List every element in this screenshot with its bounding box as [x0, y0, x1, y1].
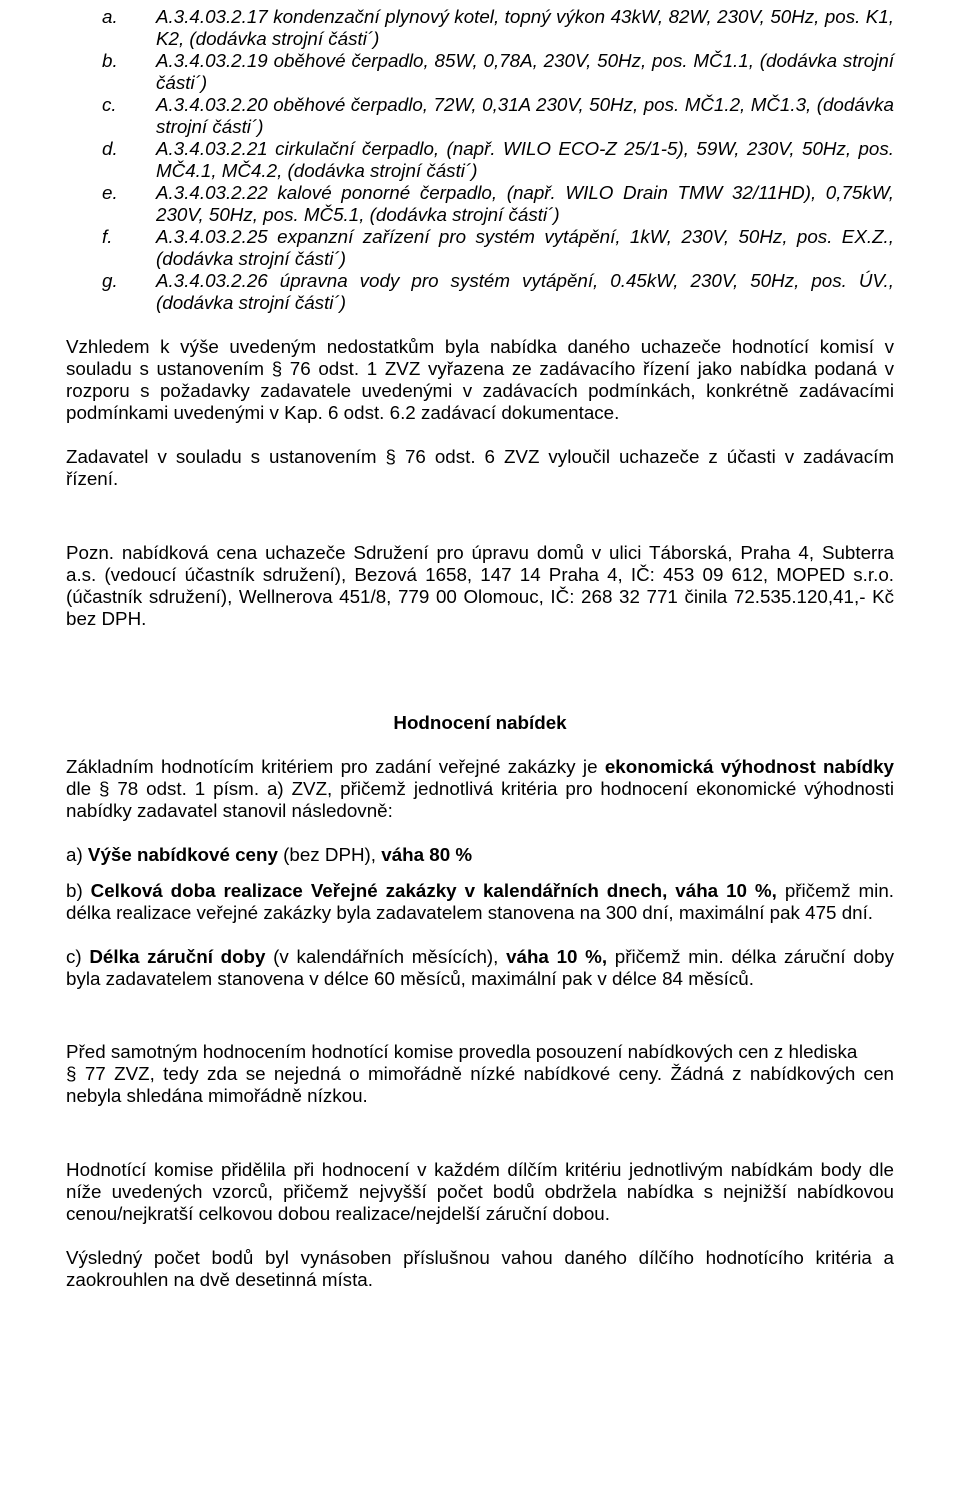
list-text: A.3.4.03.2.25 expanzní zařízení pro syst…: [156, 226, 894, 270]
bold-text: váha 10 %,: [506, 946, 615, 967]
item-list: a. A.3.4.03.2.17 kondenzační plynový kot…: [66, 6, 894, 314]
criterion-b: b) Celková doba realizace Veřejné zakázk…: [66, 880, 894, 924]
document-body: a. A.3.4.03.2.17 kondenzační plynový kot…: [66, 6, 894, 1291]
bold-text: váha 80 %: [381, 844, 472, 865]
bold-text: Délka záruční doby: [89, 946, 273, 967]
section-heading: Hodnocení nabídek: [66, 712, 894, 734]
text: (bez DPH),: [283, 844, 381, 865]
paragraph: Před samotným hodnocením hodnotící komis…: [66, 1041, 894, 1063]
list-text: A.3.4.03.2.26 úpravna vody pro systém vy…: [156, 270, 894, 314]
criterion-c: c) Délka záruční doby (v kalendářních mě…: [66, 946, 894, 990]
list-text: A.3.4.03.2.21 cirkulační čerpadlo, (např…: [156, 138, 894, 182]
list-item: g. A.3.4.03.2.26 úpravna vody pro systém…: [66, 270, 894, 314]
list-letter: a.: [66, 6, 156, 50]
list-item: c. A.3.4.03.2.20 oběhové čerpadlo, 72W, …: [66, 94, 894, 138]
text: (v kalendářních měsících),: [273, 946, 506, 967]
text: b): [66, 880, 91, 901]
text: a): [66, 844, 88, 865]
list-text: A.3.4.03.2.19 oběhové čerpadlo, 85W, 0,7…: [156, 50, 894, 94]
list-letter: d.: [66, 138, 156, 182]
list-text: A.3.4.03.2.20 oběhové čerpadlo, 72W, 0,3…: [156, 94, 894, 138]
list-text: A.3.4.03.2.17 kondenzační plynový kotel,…: [156, 6, 894, 50]
bold-text: Výše nabídkové ceny: [88, 844, 283, 865]
list-item: a. A.3.4.03.2.17 kondenzační plynový kot…: [66, 6, 894, 50]
paragraph: § 77 ZVZ, tedy zda se nejedná o mimořádn…: [66, 1063, 894, 1107]
paragraph: Výsledný počet bodů byl vynásoben příslu…: [66, 1247, 894, 1291]
text: c): [66, 946, 89, 967]
text: Základním hodnotícím kritériem pro zadán…: [66, 756, 605, 777]
paragraph: Pozn. nabídková cena uchazeče Sdružení p…: [66, 542, 894, 630]
bold-text: ekonomická výhodnost nabídky: [605, 756, 894, 777]
list-item: d. A.3.4.03.2.21 cirkulační čerpadlo, (n…: [66, 138, 894, 182]
list-letter: g.: [66, 270, 156, 314]
list-letter: c.: [66, 94, 156, 138]
criterion-a: a) Výše nabídkové ceny (bez DPH), váha 8…: [66, 844, 894, 866]
paragraph: Vzhledem k výše uvedeným nedostatkům byl…: [66, 336, 894, 424]
list-item: b. A.3.4.03.2.19 oběhové čerpadlo, 85W, …: [66, 50, 894, 94]
text: dle § 78 odst. 1 písm. a) ZVZ, přičemž j…: [66, 778, 894, 821]
list-letter: b.: [66, 50, 156, 94]
bold-text: Celková doba realizace Veřejné zakázky v…: [91, 880, 785, 901]
list-item: e. A.3.4.03.2.22 kalové ponorné čerpadlo…: [66, 182, 894, 226]
list-letter: f.: [66, 226, 156, 270]
paragraph: Zadavatel v souladu s ustanovením § 76 o…: [66, 446, 894, 490]
list-item: f. A.3.4.03.2.25 expanzní zařízení pro s…: [66, 226, 894, 270]
list-text: A.3.4.03.2.22 kalové ponorné čerpadlo, (…: [156, 182, 894, 226]
list-letter: e.: [66, 182, 156, 226]
paragraph: Hodnotící komise přidělila při hodnocení…: [66, 1159, 894, 1225]
paragraph: Základním hodnotícím kritériem pro zadán…: [66, 756, 894, 822]
